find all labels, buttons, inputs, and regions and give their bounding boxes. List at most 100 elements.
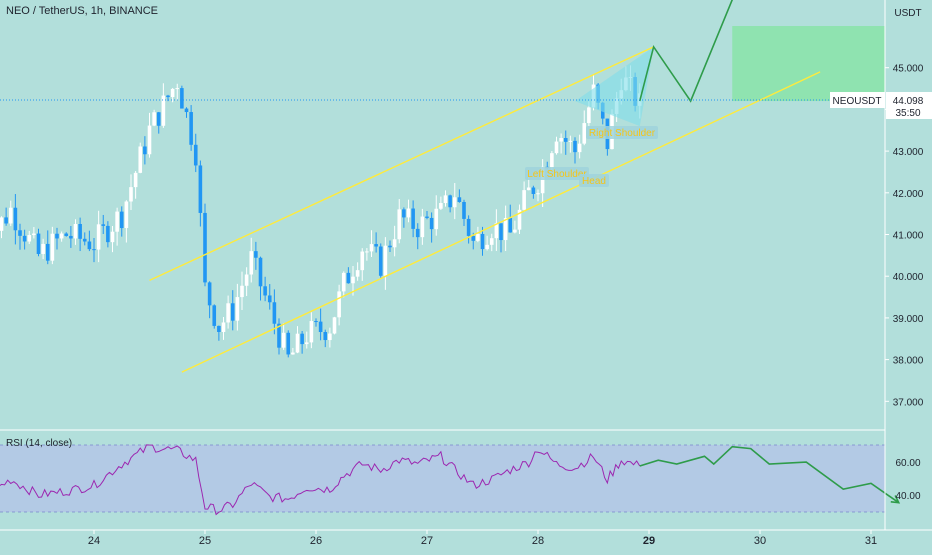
candle-body: [78, 224, 82, 239]
candle-body: [328, 333, 332, 341]
candle-body: [346, 272, 351, 284]
symbol-label: NEOUSDT: [833, 96, 882, 107]
annotation-bg: [525, 167, 589, 180]
candle-body: [476, 233, 480, 241]
candle-body: [143, 146, 147, 155]
candle-body: [4, 217, 8, 224]
price-tick-label: 45.000: [893, 64, 924, 75]
candle-body: [36, 233, 41, 254]
time-axis[interactable]: 24 25 26 27 28 29 30 31: [88, 530, 877, 547]
candle-body: [314, 321, 318, 323]
candle-body: [170, 88, 175, 98]
candle-body: [332, 317, 337, 334]
price-axis-unit[interactable]: USDT: [894, 8, 921, 19]
left-shoulder-label[interactable]: Left Shoulder: [527, 169, 587, 180]
candle-body: [392, 239, 397, 248]
candle-body: [175, 88, 180, 90]
pattern-highlight: [575, 46, 654, 127]
candle-body: [198, 165, 203, 213]
candle-body: [360, 251, 365, 271]
candle-body: [540, 166, 545, 194]
candle-body: [64, 233, 69, 236]
candle-body: [323, 332, 328, 341]
candle-body: [217, 325, 221, 332]
candle-body: [397, 209, 402, 240]
candle-body: [304, 342, 309, 345]
candle-body: [101, 224, 106, 226]
annotation-bg: [579, 174, 609, 187]
candle-body: [69, 235, 73, 239]
candle-body: [115, 211, 119, 232]
rsi-title: RSI (14, close): [6, 438, 72, 449]
candle-body: [388, 245, 392, 248]
candle-body: [180, 88, 184, 109]
candle-body: [133, 172, 138, 188]
candle-body: [462, 201, 466, 219]
target-zone: [732, 26, 885, 102]
channel-lower-line[interactable]: [181, 71, 821, 373]
candle-body: [41, 243, 45, 254]
rsi-tick-label: 60.00: [895, 458, 920, 469]
candle-body: [277, 323, 281, 348]
candle-body: [272, 302, 277, 324]
candle-body: [138, 146, 143, 173]
annotation-bg: [586, 126, 658, 139]
candle-body: [378, 246, 383, 276]
candle-body: [434, 208, 439, 230]
candle-body: [106, 225, 110, 243]
head-label[interactable]: Head: [582, 176, 606, 187]
right-shoulder-label[interactable]: Right Shoulder: [589, 128, 656, 139]
candle-body: [212, 305, 217, 326]
candle-body: [452, 197, 457, 208]
candle-body: [517, 209, 522, 230]
price-tick-label: 41.000: [893, 231, 924, 242]
candle-body: [291, 352, 295, 355]
candle-body: [425, 216, 429, 218]
candle-body: [189, 112, 193, 145]
rsi-line: [0, 444, 641, 516]
candle-body: [457, 197, 462, 202]
price-tick-label: 39.000: [893, 314, 924, 325]
candle-body: [383, 245, 388, 276]
candle-body: [587, 107, 591, 124]
candle-body: [365, 251, 369, 253]
channel-upper-line[interactable]: [149, 46, 654, 282]
candle-body: [513, 229, 517, 233]
candle-body: [244, 274, 249, 286]
rsi-tick-label: 40.00: [895, 491, 920, 502]
price-tick-label: 42.000: [893, 189, 924, 200]
candle-body: [96, 224, 101, 250]
candle-body: [124, 201, 129, 229]
time-tick-label: 25: [199, 535, 211, 547]
candle-body: [82, 238, 87, 242]
candle-body: [166, 95, 170, 98]
candle-body: [503, 217, 508, 241]
candle-body: [466, 218, 471, 236]
projection-line[interactable]: [638, 0, 737, 103]
candle-body: [522, 190, 526, 210]
candle-body: [485, 244, 489, 250]
candle-body: [203, 212, 207, 283]
candle-body: [230, 303, 235, 321]
candle-body: [337, 291, 341, 318]
candle-body: [318, 321, 323, 333]
candle-body: [87, 241, 92, 250]
price-tick-label: 43.000: [893, 147, 924, 158]
candle-body: [249, 251, 254, 275]
candle-body: [193, 144, 198, 166]
time-tick-label: 28: [532, 535, 544, 547]
time-tick-label: 29: [643, 535, 655, 547]
price-tag: [886, 92, 932, 119]
candle-body: [582, 123, 587, 144]
candle-body: [18, 230, 22, 236]
rsi-projection-line[interactable]: [639, 445, 900, 504]
candle-body: [119, 211, 124, 229]
candle-body: [415, 228, 420, 238]
candle-body: [8, 207, 13, 224]
candle-body: [374, 244, 378, 247]
candle-body: [494, 223, 499, 239]
candle-body: [50, 233, 55, 261]
candle-body: [13, 207, 18, 231]
